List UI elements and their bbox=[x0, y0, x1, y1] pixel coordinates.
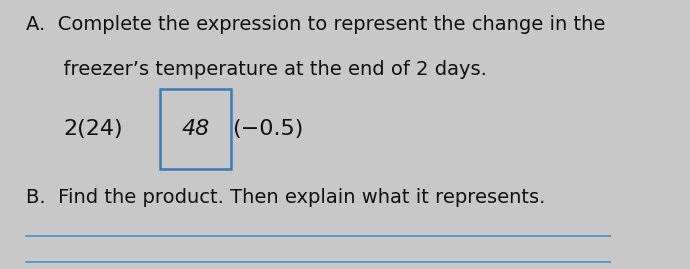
Text: freezer’s temperature at the end of 2 days.: freezer’s temperature at the end of 2 da… bbox=[26, 60, 487, 79]
Text: B.  Find the product. Then explain what it represents.: B. Find the product. Then explain what i… bbox=[26, 188, 546, 207]
Text: A.  Complete the expression to represent the change in the: A. Complete the expression to represent … bbox=[26, 15, 606, 34]
Text: 2(24): 2(24) bbox=[63, 119, 123, 139]
Text: (−0.5): (−0.5) bbox=[233, 119, 304, 139]
Text: 48: 48 bbox=[181, 119, 210, 139]
